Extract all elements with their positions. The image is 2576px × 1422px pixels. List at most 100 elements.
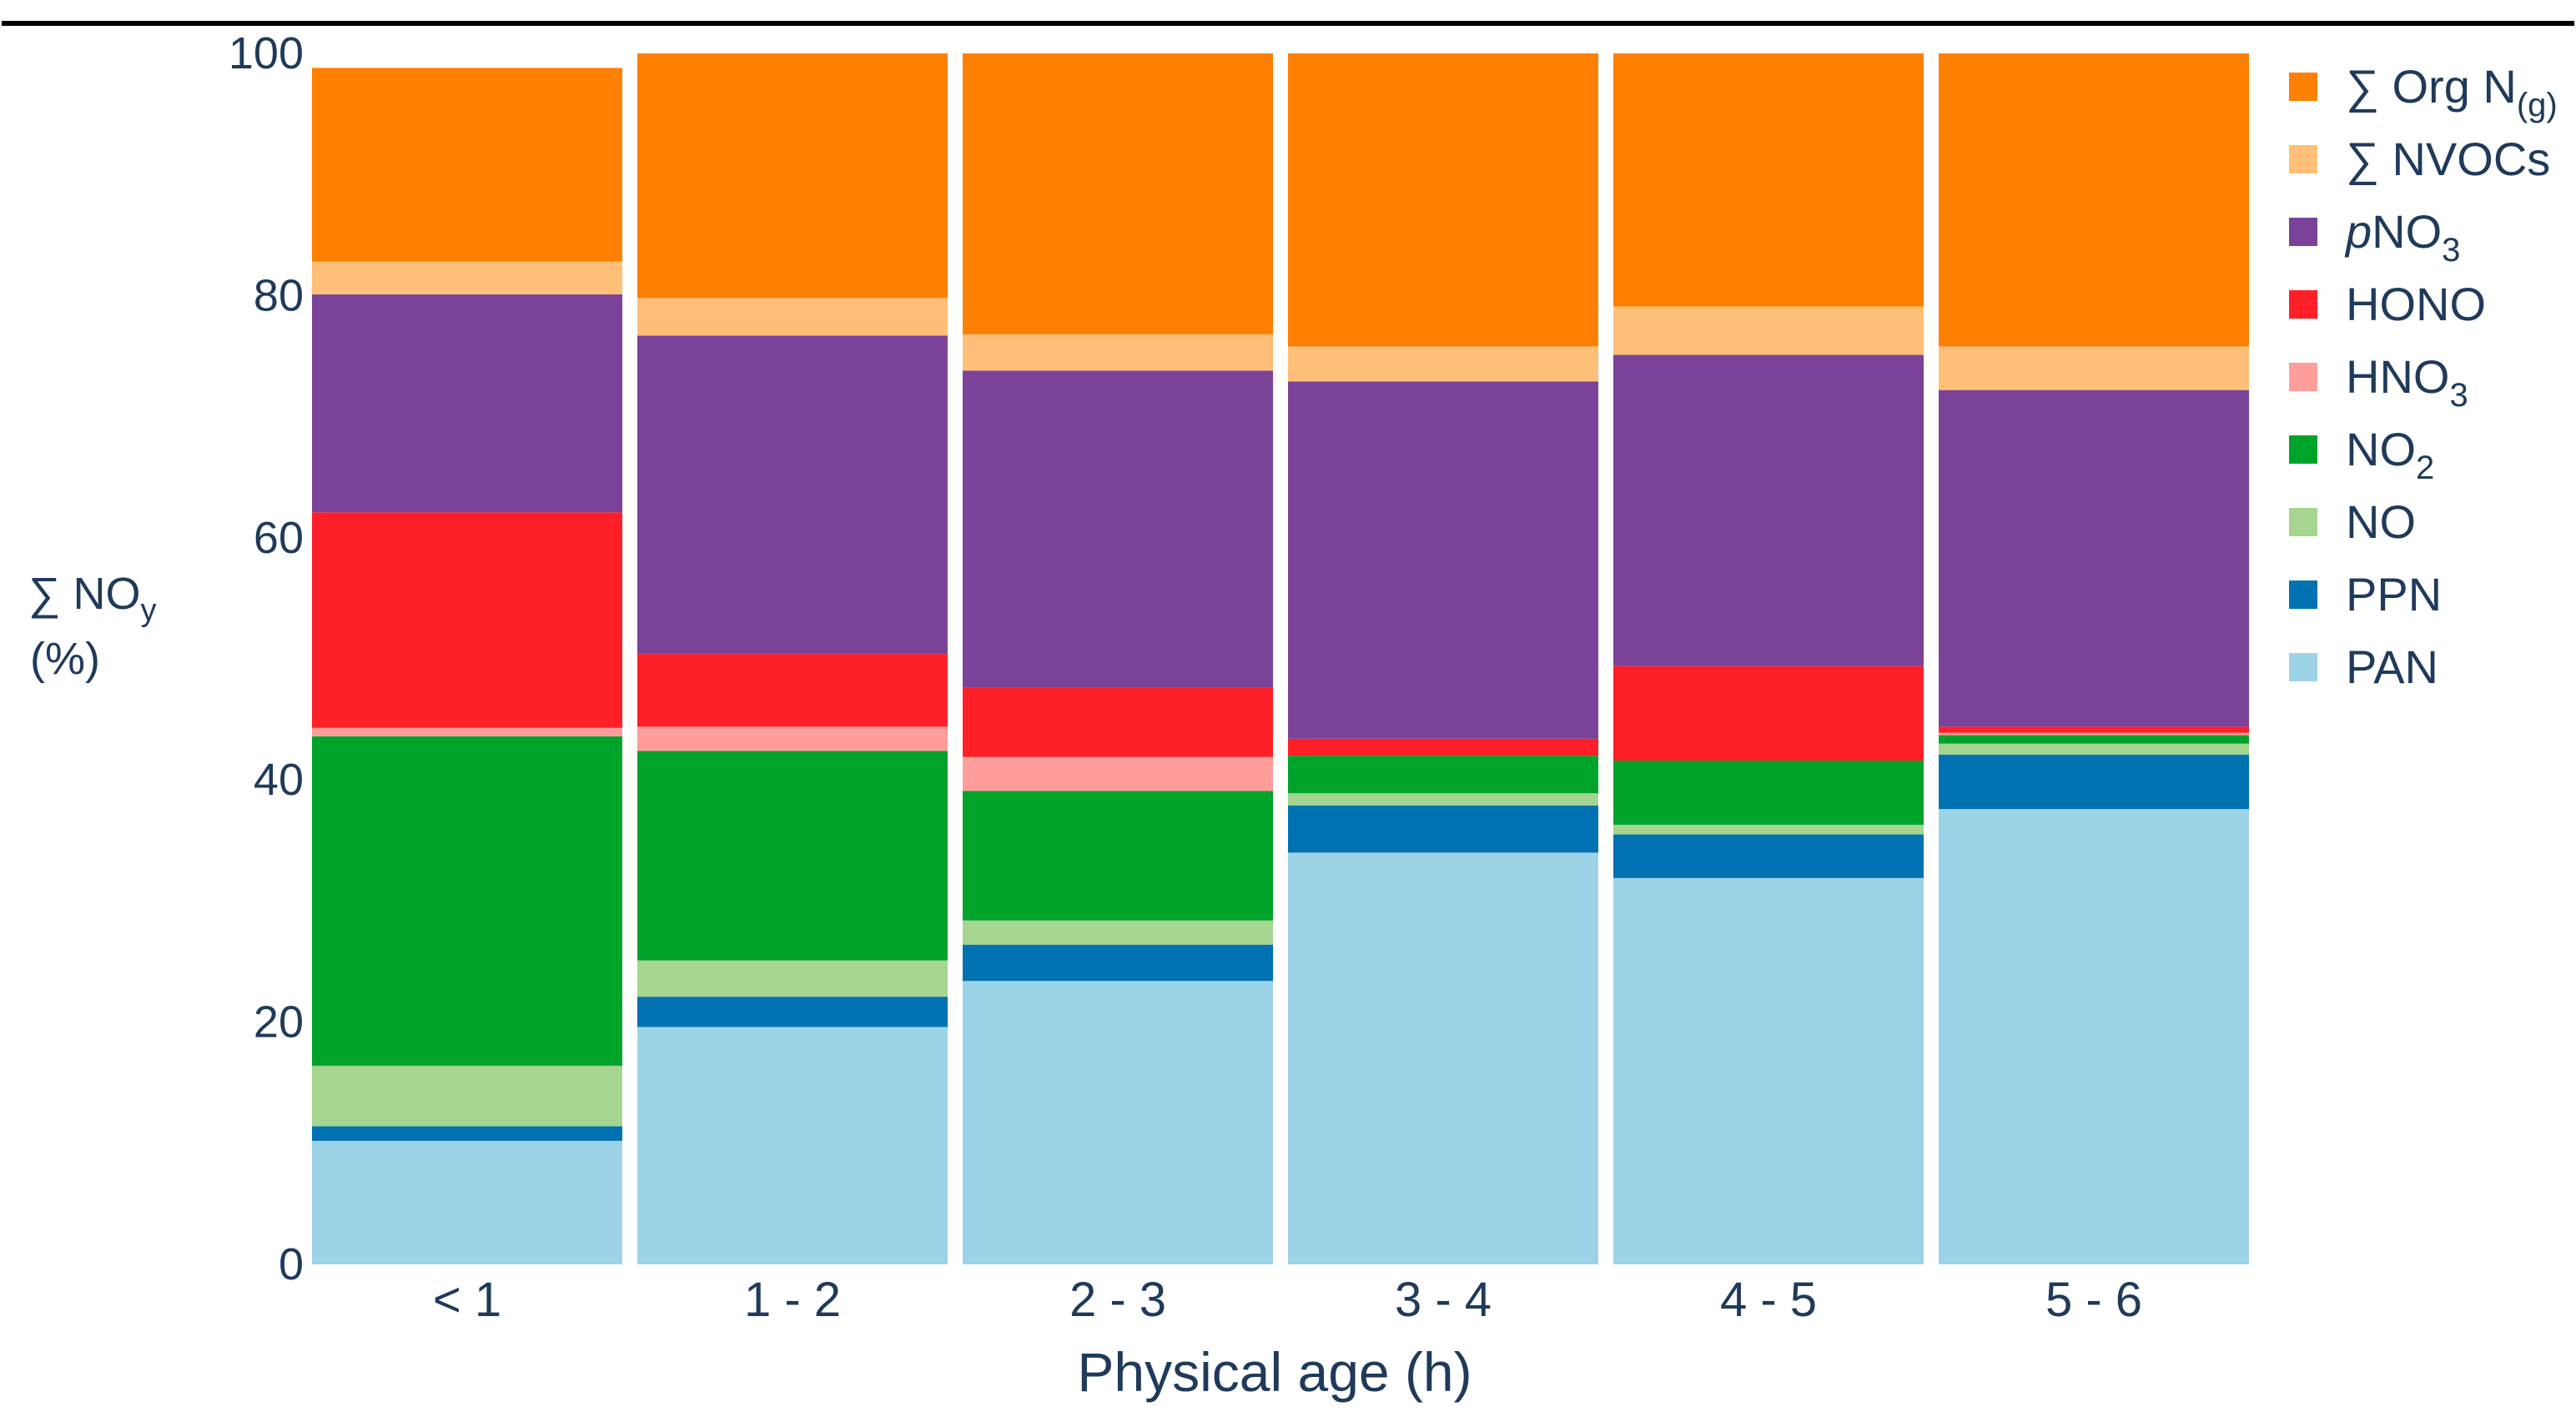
bar-segment-org-n-g-5 [1613,53,1924,307]
bar-segment-hono-3 [963,687,1273,757]
y-tick-label: 40 [254,755,304,805]
bar-segment-pan-1 [312,1140,622,1264]
y-tick-label: 80 [254,270,304,320]
legend-label: NO [2346,495,2416,548]
legend-label: HONO [2346,278,2486,330]
bar-segment-nvocs-1 [312,261,622,294]
legend-label: ∑ Org N(g) [2346,60,2558,123]
y-axis-label: ∑ NOy [28,569,157,628]
bar-segment-nvocs-5 [1613,306,1924,355]
bar-segment-no-5 [1613,824,1924,835]
legend-swatch [2289,145,2317,173]
bar-segment-pan-2 [637,1027,948,1264]
y-tick-label: 100 [229,28,304,78]
bar-segment-hono-6 [1939,726,2249,733]
legend-label-main: ∑ NVOCs [2346,133,2550,185]
x-tick-label: 2 - 3 [1069,1273,1166,1327]
bar-segment-no-1 [312,1065,622,1127]
bar-segment-no2-4 [1288,756,1598,794]
legend-swatch [2289,218,2317,246]
bar-segment-no2-5 [1613,760,1924,825]
legend-label: NO2 [2346,423,2434,486]
x-axis-label: Physical age (h) [1077,1341,1472,1403]
bar-segment-pno3-3 [963,370,1273,688]
legend-swatch [2289,73,2317,101]
bar-segment-hno3-3 [963,756,1273,791]
bar-segment-pno3-1 [312,294,622,513]
bar-segment-nvocs-2 [637,298,948,336]
bar-segment-hno3-2 [637,726,948,751]
legend-label: ∑ NVOCs [2346,133,2550,185]
legend-swatch [2289,435,2317,464]
bar-segment-pan-5 [1613,877,1924,1264]
bar-segment-no-6 [1939,743,2249,755]
bar-segment-no-2 [637,960,948,997]
bar-segment-org-n-g-4 [1288,53,1598,347]
bar-segment-hno3-1 [312,727,622,736]
bars-group [312,53,2249,1264]
bar-segment-org-n-g-3 [963,53,1273,334]
bar-segment-ppn-3 [963,944,1273,982]
legend-swatch [2289,508,2317,536]
bar-segment-pno3-4 [1288,381,1598,739]
legend-label-sub: (g) [2517,87,2558,123]
bar-segment-hno3-6 [1939,732,2249,736]
legend-swatch [2289,290,2317,319]
legend-label: PPN [2346,568,2442,621]
legend-label: HNO3 [2346,350,2468,414]
legend-label-italic: p [2344,205,2372,258]
bar-segment-pno3-6 [1939,389,2249,727]
bar-segment-pno3-2 [637,335,948,655]
x-tick-labels: < 1 1 - 2 2 - 3 3 - 4 4 - 5 5 - 6 [433,1273,2142,1327]
bar-segment-pan-6 [1939,809,2249,1264]
legend-label: PAN [2346,641,2438,693]
legend-label-sub: 3 [2449,377,2468,414]
bar-segment-nvocs-4 [1288,346,1598,382]
legend-label-main: HONO [2346,278,2486,330]
legend-label-main: PAN [2346,641,2438,693]
legend-label-main: HNO [2346,350,2449,403]
x-tick-label: 5 - 6 [2045,1273,2142,1327]
bar-segment-nvocs-3 [963,334,1273,371]
bar-segment-org-n-g-6 [1939,53,2249,347]
bar-segment-no2-6 [1939,735,2249,744]
bar-segment-no2-1 [312,736,622,1066]
legend-label-main: NO [2346,495,2416,548]
bar-segment-org-n-g-1 [312,68,622,262]
legend-swatch [2289,580,2317,609]
x-tick-label: < 1 [433,1273,501,1327]
y-tick-label: 20 [254,997,304,1048]
bar-segment-no2-2 [637,751,948,961]
bar-segment-org-n-g-2 [637,53,948,299]
bar-segment-ppn-1 [312,1126,622,1141]
x-tick-label: 4 - 5 [1720,1273,1817,1327]
bar-segment-hono-5 [1613,666,1924,761]
bar-segment-ppn-2 [637,997,948,1028]
y-tick-label: 60 [254,513,304,563]
legend-label-sub: 2 [2416,450,2434,486]
bar-segment-hono-1 [312,512,622,728]
legend-label-main: NO [2346,423,2416,475]
bar-segment-ppn-4 [1288,805,1598,853]
y-tick-label: 0 [279,1239,304,1289]
legend-label-main: PPN [2346,568,2442,621]
legend-swatch [2289,363,2317,391]
bar-segment-no-4 [1288,793,1598,806]
x-tick-label: 1 - 2 [744,1273,841,1327]
bar-segment-pan-4 [1288,852,1598,1264]
bar-segment-no2-3 [963,791,1273,921]
legend-label-main: NO [2372,205,2442,258]
bar-segment-nvocs-6 [1939,346,2249,390]
legend-label-sub: 3 [2442,232,2460,269]
x-tick-label: 3 - 4 [1395,1273,1492,1327]
y-tick-labels: 0 20 40 60 80 100 [229,28,304,1289]
bar-segment-ppn-6 [1939,754,2249,810]
bar-segment-hono-2 [637,654,948,727]
y-axis-label-sub: y [141,593,157,628]
bar-segment-pan-3 [963,981,1273,1264]
legend-label: pNO3 [2344,205,2460,269]
bar-segment-ppn-5 [1613,834,1924,878]
